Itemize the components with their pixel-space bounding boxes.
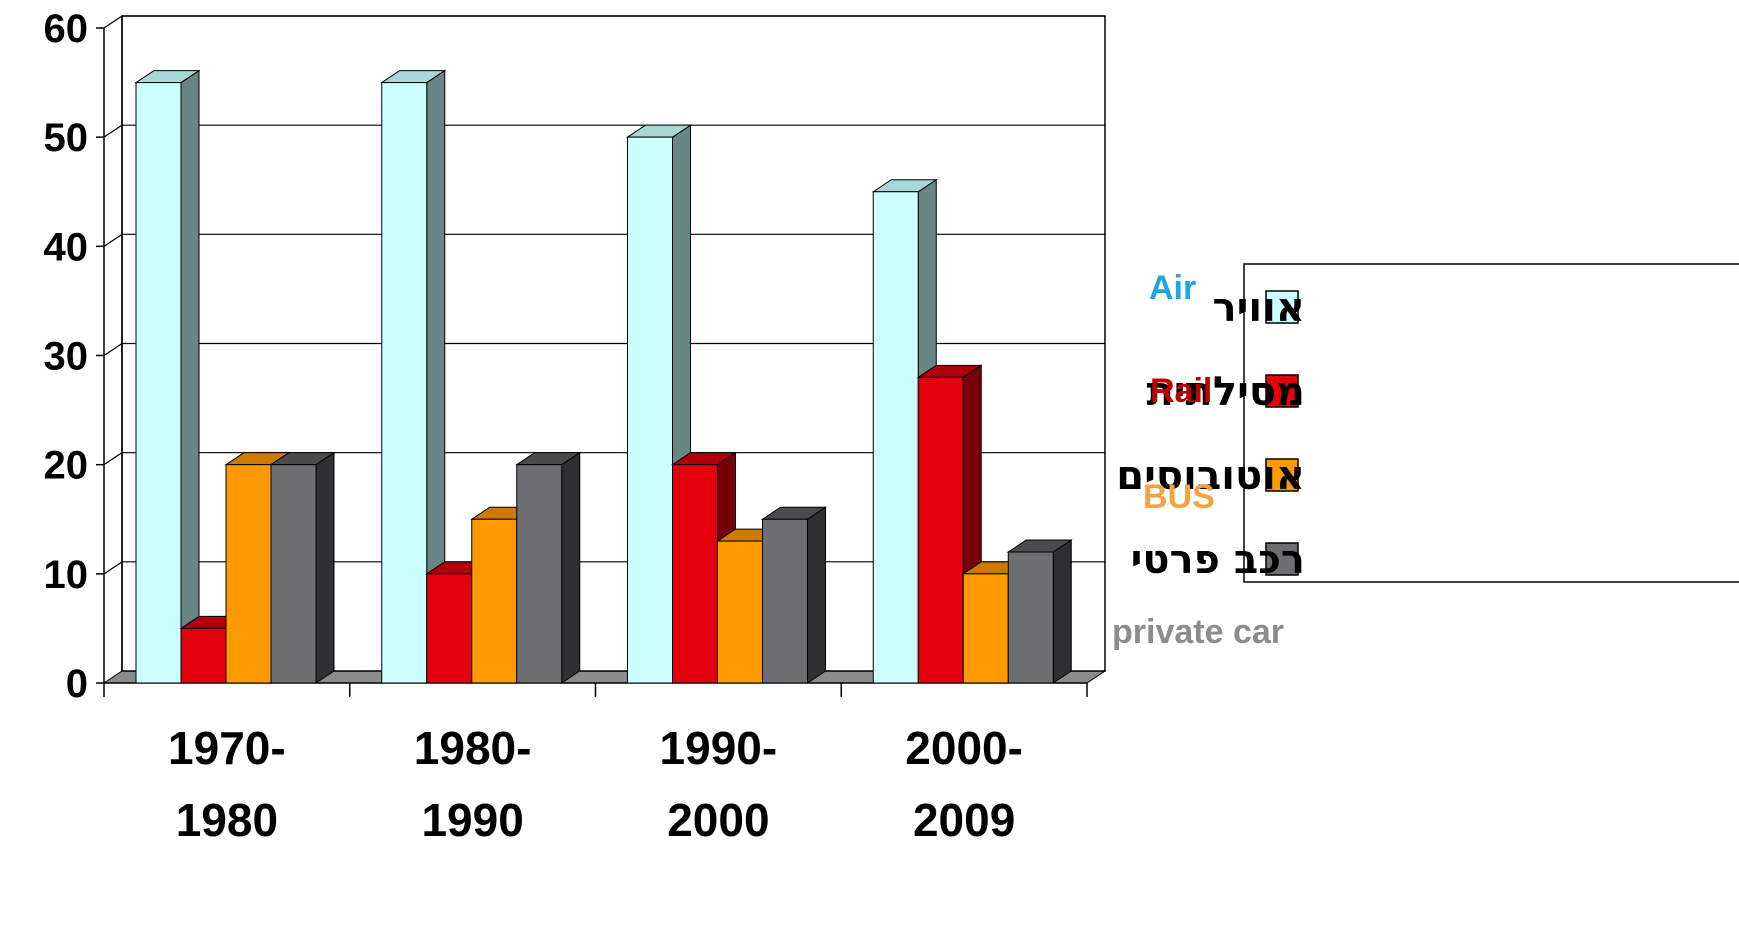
y-tick-label: 50	[44, 116, 89, 160]
bar	[225, 464, 272, 684]
legend-label: רכב פרטי	[1131, 537, 1305, 583]
y-tick-label: 40	[44, 225, 89, 269]
gridline-diagonal	[103, 561, 123, 575]
bar	[471, 518, 518, 684]
bar	[717, 540, 763, 684]
gridline-diagonal	[103, 343, 123, 356]
bar	[135, 82, 182, 684]
legend-label: אוויר	[1213, 285, 1305, 331]
x-tick-label: 1990-	[660, 722, 778, 774]
x-tick-label: 1980-	[414, 722, 532, 774]
x-tick-label: 2000	[667, 794, 769, 846]
gridline-diagonal	[103, 15, 123, 29]
gridline-diagonal	[103, 233, 123, 247]
legend: אוויר מסילתית אוטובוסים רכב פרטי	[1116, 263, 1739, 583]
bar	[962, 573, 1009, 684]
english-series-label: Rail	[1150, 372, 1212, 410]
bar-side	[807, 506, 826, 684]
x-tick-label: 2009	[913, 794, 1015, 846]
bar	[381, 82, 428, 684]
legend-label: אוטובוסים	[1116, 453, 1305, 499]
bar	[762, 518, 808, 684]
bar-side	[315, 451, 335, 684]
english-series-label: BUS	[1143, 478, 1215, 516]
english-series-label: Air	[1149, 269, 1196, 307]
y-tick-labels: 0 10 20 30 40 50 60	[44, 7, 89, 706]
english-labels: Air Rail BUS private car	[1112, 269, 1284, 651]
legend-swatch	[1265, 458, 1299, 492]
bar	[516, 464, 563, 684]
bar	[672, 464, 718, 684]
bar	[180, 627, 227, 684]
x-tick-label: 1990	[421, 794, 523, 846]
gridline-diagonal	[103, 452, 123, 466]
bar	[1007, 551, 1054, 684]
y-tick-label: 60	[44, 7, 89, 51]
legend-swatch	[1265, 542, 1299, 576]
y-tick-label: 30	[44, 335, 89, 379]
bar	[627, 136, 673, 684]
english-series-label: private car	[1112, 613, 1284, 651]
bar	[270, 464, 317, 684]
bar-side	[1052, 539, 1072, 684]
y-tick-label: 20	[44, 444, 89, 488]
legend-swatch	[1265, 374, 1299, 408]
y-tick-label: 0	[66, 662, 88, 706]
bar-side	[180, 69, 200, 684]
bar	[426, 573, 473, 684]
bar	[872, 191, 919, 684]
bars	[134, 69, 1073, 684]
x-tick-label: 1980	[176, 794, 278, 846]
bar-side	[561, 451, 581, 684]
gridline-diagonal	[103, 124, 123, 138]
y-tick-label: 10	[44, 553, 89, 597]
legend-box	[1243, 263, 1739, 583]
bar	[917, 376, 964, 684]
x-tick-label: 1970-	[168, 722, 286, 774]
legend-swatch	[1265, 290, 1299, 324]
legend-label: מסילתית	[1146, 369, 1305, 415]
x-tick-label: 2000-	[905, 722, 1023, 774]
x-tick-labels: 1970- 1980 1980- 1990 1990- 2000 2000- 2009	[168, 722, 1023, 846]
